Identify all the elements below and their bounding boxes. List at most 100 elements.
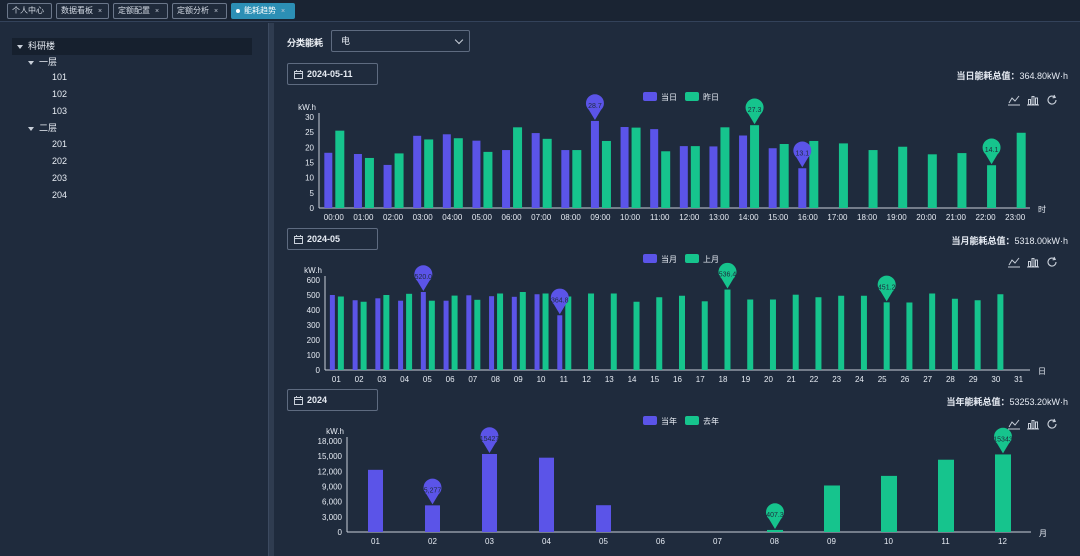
legend-label[interactable]: 去年 [703, 416, 719, 426]
category-select[interactable]: 电 [331, 30, 470, 52]
bar-current[interactable] [539, 457, 554, 532]
line-chart-icon[interactable] [1008, 94, 1020, 106]
legend-swatch[interactable] [685, 416, 699, 425]
bar-current[interactable] [413, 135, 422, 208]
bar-current[interactable] [420, 292, 426, 370]
refresh-icon[interactable] [1046, 256, 1058, 268]
bar-previous[interactable] [929, 293, 936, 371]
bar-previous[interactable] [883, 302, 890, 370]
tree-node-room[interactable]: 201 [52, 139, 68, 149]
close-icon[interactable]: × [214, 8, 219, 15]
bar-chart-icon[interactable] [1027, 256, 1039, 268]
refresh-icon[interactable] [1046, 418, 1058, 430]
bar-current[interactable] [368, 469, 383, 532]
bar-previous[interactable] [424, 139, 434, 208]
line-chart-icon[interactable] [1008, 418, 1020, 430]
date-picker-2[interactable]: 2024 [287, 389, 378, 411]
bar-previous[interactable] [779, 143, 789, 208]
bar-current[interactable] [511, 296, 517, 370]
bar-chart-icon[interactable] [1027, 418, 1039, 430]
bar-chart-icon[interactable] [1027, 94, 1039, 106]
bar-current[interactable] [489, 296, 495, 370]
bar-current[interactable] [482, 454, 497, 532]
tree-node-room[interactable]: 103 [52, 106, 68, 116]
bar-previous[interactable] [451, 295, 458, 370]
bar-previous[interactable] [720, 127, 730, 208]
bar-previous[interactable] [656, 297, 663, 370]
bar-previous[interactable] [815, 297, 822, 370]
bar-current[interactable] [531, 133, 540, 208]
tree-node-room[interactable]: 102 [52, 89, 68, 99]
bar-previous[interactable] [838, 295, 845, 370]
tree-node-room[interactable]: 204 [52, 190, 68, 200]
bar-previous[interactable] [474, 299, 481, 370]
bar-current[interactable] [620, 127, 629, 208]
bar-previous[interactable] [997, 294, 1004, 370]
legend-label[interactable]: 昨日 [703, 92, 719, 102]
close-icon[interactable]: × [155, 8, 160, 15]
bar-current[interactable] [557, 315, 563, 370]
bar-previous[interactable] [406, 293, 413, 370]
bar-previous[interactable] [394, 153, 404, 208]
bar-current[interactable] [353, 154, 362, 208]
bar-previous[interactable] [906, 302, 913, 371]
tab-1[interactable]: 数据看板 × [56, 3, 109, 19]
bar-previous[interactable] [824, 485, 840, 532]
bar-previous[interactable] [360, 301, 367, 370]
bar-previous[interactable] [601, 140, 611, 208]
bar-previous[interactable] [1016, 132, 1026, 208]
tree-node-room[interactable]: 202 [52, 156, 68, 166]
bar-previous[interactable] [588, 293, 595, 371]
bar-previous[interactable] [364, 157, 374, 208]
bar-previous[interactable] [565, 296, 572, 371]
bar-previous[interactable] [957, 153, 967, 208]
line-chart-icon[interactable] [1008, 256, 1020, 268]
bar-current[interactable] [679, 146, 688, 208]
bar-current[interactable] [768, 148, 777, 208]
bar-current[interactable] [442, 134, 451, 208]
bar-previous[interactable] [724, 289, 731, 370]
date-picker-1[interactable]: 2024-05 [287, 228, 378, 250]
bar-previous[interactable] [747, 299, 754, 371]
bar-previous[interactable] [610, 293, 617, 371]
tab-2[interactable]: 定额配置 × [113, 3, 168, 19]
bar-current[interactable] [739, 135, 748, 208]
bar-previous[interactable] [769, 299, 776, 371]
legend-swatch[interactable] [643, 254, 657, 263]
tab-4[interactable]: 能耗趋势 × [231, 3, 295, 19]
bar-current[interactable] [596, 505, 611, 532]
bar-current[interactable] [472, 140, 481, 208]
bar-previous[interactable] [661, 151, 671, 208]
tree-node-floor-1[interactable]: 一层 [28, 54, 57, 71]
bar-previous[interactable] [987, 165, 997, 208]
legend-label[interactable]: 当月 [661, 254, 677, 264]
bar-previous[interactable] [383, 295, 390, 370]
bar-previous[interactable] [767, 529, 783, 532]
bar-current[interactable] [329, 295, 335, 370]
legend-swatch[interactable] [643, 92, 657, 101]
bar-previous[interactable] [951, 298, 958, 370]
legend-swatch[interactable] [685, 254, 699, 263]
bar-previous[interactable] [337, 296, 344, 371]
tree-node-floor-2[interactable]: 二层 [28, 120, 57, 137]
bar-previous[interactable] [453, 138, 463, 208]
bar-previous[interactable] [995, 454, 1011, 532]
bar-previous[interactable] [513, 127, 523, 208]
bar-current[interactable] [398, 300, 404, 370]
bar-current[interactable] [798, 168, 807, 208]
bar-current[interactable] [502, 150, 511, 208]
bar-current[interactable] [375, 298, 381, 370]
bar-current[interactable] [466, 295, 472, 370]
close-icon[interactable]: × [98, 8, 103, 15]
legend-swatch[interactable] [685, 92, 699, 101]
close-icon[interactable]: × [281, 8, 286, 15]
bar-current[interactable] [534, 294, 540, 370]
bar-previous[interactable] [809, 140, 819, 208]
bar-previous[interactable] [881, 475, 897, 532]
legend-label[interactable]: 上月 [703, 255, 719, 264]
bar-previous[interactable] [868, 150, 878, 208]
bar-previous[interactable] [497, 293, 504, 371]
bar-current[interactable] [324, 152, 333, 208]
bar-previous[interactable] [572, 150, 582, 208]
date-picker-0[interactable]: 2024-05-11 [287, 63, 378, 85]
